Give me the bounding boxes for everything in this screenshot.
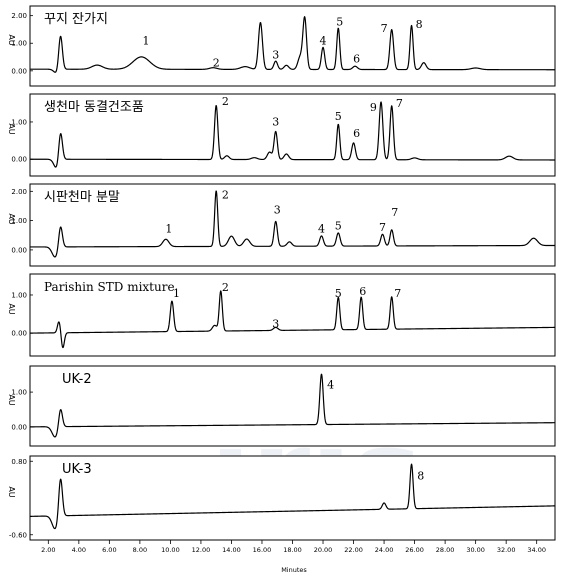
peak-label: 1 — [142, 35, 149, 48]
y-tick-label: 1.00 — [11, 118, 27, 126]
panel-frame — [29, 93, 556, 177]
peak-label: 7 — [381, 22, 388, 35]
chromatogram-trace — [29, 16, 556, 73]
peak-label: 4 — [318, 222, 325, 235]
peak-label: 5 — [335, 287, 342, 300]
peak-label: 8 — [417, 470, 424, 483]
chromatogram-panel: 1.00 0.00 AU UK-2 4 — [7, 365, 556, 447]
y-tick-label: 0.00 — [11, 330, 27, 338]
y-tick-label: 0.00 — [11, 156, 27, 164]
peak-label: 3 — [272, 116, 279, 129]
peak-label: 3 — [272, 317, 279, 330]
chromatogram-trace — [29, 101, 556, 168]
peak-label: 9 — [370, 101, 377, 114]
y-tick-label: 2.00 — [11, 188, 27, 196]
chromatogram-panel: 2.00 1.00 0.00 AU 꾸지 잔가지 1 2 3 45 6 7 8 — [7, 5, 556, 87]
x-tick-label: 14.00 — [222, 546, 241, 554]
y-unit-label: AU — [7, 123, 16, 134]
x-tick-label: 24.00 — [375, 546, 394, 554]
peak-label: 6 — [353, 127, 360, 140]
y-tick-label: 1.00 — [11, 389, 27, 397]
chromatogram-trace — [29, 290, 556, 349]
y-unit-label: AU — [7, 213, 16, 224]
x-tick-label: 12.00 — [192, 546, 211, 554]
y-unit-label: AU — [7, 303, 16, 314]
y-unit-label: AU — [7, 394, 16, 405]
panel-title: UK-3 — [62, 462, 92, 477]
x-tick-label: 16.00 — [253, 546, 272, 554]
panel-frame — [29, 183, 556, 267]
peak-label: 5 — [335, 110, 342, 123]
y-tick-label: 1.00 — [11, 40, 27, 48]
peak-label: 5 — [336, 15, 343, 28]
y-tick-label: -0.60 — [9, 531, 27, 539]
x-tick-label: 20.00 — [314, 546, 333, 554]
x-tick-label: 22.00 — [344, 546, 363, 554]
y-tick-label: 1.00 — [11, 291, 27, 299]
panel-title: 생천마 동결건조품 — [44, 100, 144, 115]
panel-frame — [29, 365, 556, 447]
chromatogram-panel: 1.00 0.00 AU 생천마 동결건조품 2 3 569 7 — [7, 93, 556, 177]
peak-label: 6 — [359, 285, 366, 298]
panel-title: 시판천마 분말 — [44, 190, 120, 205]
y-unit-label: AU — [7, 34, 16, 45]
peak-label: 3 — [274, 203, 281, 216]
panel-frame — [29, 273, 556, 357]
x-tick-label: 32.00 — [497, 546, 516, 554]
chromatogram-trace — [29, 463, 556, 530]
chromatogram-panel: 0.80 -0.60 AU UK-3 8 — [7, 455, 556, 541]
chromatogram-panel: 2.00 1.00 0.00 AU 시판천마 분말 1 2 3 4 5 77 — [7, 183, 556, 267]
peak-label: 6 — [353, 53, 360, 66]
peak-label: 1 — [165, 222, 172, 235]
peak-label: 3 — [272, 48, 279, 61]
peak-label: 2 — [213, 57, 220, 70]
y-tick-label: 1.00 — [11, 217, 27, 225]
panel-title: Parishin STD mixture — [44, 280, 175, 294]
peak-label: 8 — [416, 18, 423, 31]
panel-frame — [29, 5, 556, 87]
x-tick-label: 30.00 — [466, 546, 485, 554]
peak-label: 7 — [394, 287, 401, 300]
x-tick-label: 34.00 — [527, 546, 546, 554]
y-tick-label: 0.00 — [11, 423, 27, 431]
x-tick-label: 8.00 — [133, 546, 147, 554]
panel-title: 꾸지 잔가지 — [44, 12, 108, 27]
y-tick-label: 0.00 — [11, 67, 27, 75]
chromatogram-trace — [29, 190, 556, 258]
peak-label: 2 — [222, 95, 229, 108]
y-unit-label: AU — [7, 486, 16, 497]
y-tick-label: 2.00 — [11, 12, 27, 20]
y-tick-label: 0.80 — [11, 458, 27, 466]
peak-label: 7 — [379, 221, 386, 234]
panel-frame — [29, 455, 556, 541]
x-tick-label: 18.00 — [283, 546, 302, 554]
x-tick-label: 26.00 — [405, 546, 424, 554]
peak-label: 4 — [327, 379, 334, 392]
panel-title: UK-2 — [62, 372, 92, 387]
x-tick-label: 10.00 — [161, 546, 180, 554]
x-tick-label: 4.00 — [72, 546, 86, 554]
x-tick-label: 6.00 — [102, 546, 116, 554]
y-tick-label: 0.00 — [11, 246, 27, 254]
peak-label: 2 — [222, 189, 229, 202]
x-axis-label: Minutes — [281, 566, 307, 574]
peak-label: 5 — [335, 219, 342, 232]
x-tick-label: 2.00 — [41, 546, 55, 554]
peak-label: 4 — [320, 35, 327, 48]
peak-label: 7 — [396, 97, 403, 110]
peak-label: 1 — [173, 287, 180, 300]
peak-label: 7 — [391, 206, 398, 219]
x-tick-label: 28.00 — [436, 546, 455, 554]
chromatogram-trace — [29, 373, 556, 438]
x-axis: 2.00 4.00 6.00 8.00 10.00 12.00 14.00 16.00 18.0… — [41, 540, 546, 554]
peak-label: 2 — [222, 281, 229, 294]
